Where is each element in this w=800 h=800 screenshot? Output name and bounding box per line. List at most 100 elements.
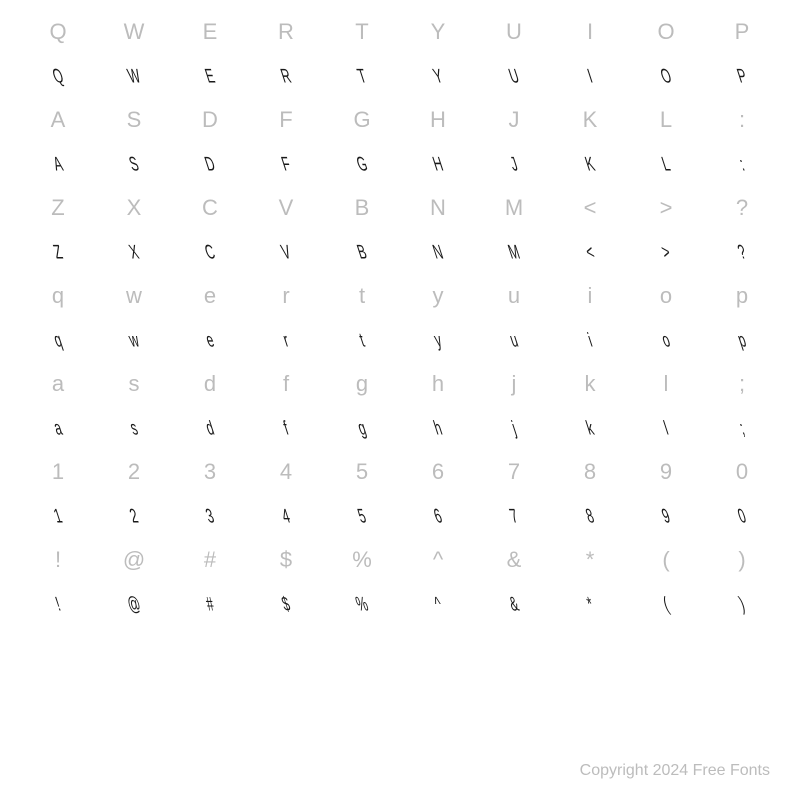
sample-row: qwertyuiop — [20, 318, 780, 362]
sample-char: P — [718, 66, 766, 86]
reference-char: i — [552, 285, 628, 307]
sample-char: t — [338, 330, 386, 350]
sample-char: g — [338, 418, 386, 438]
reference-char: H — [400, 109, 476, 131]
sample-row: !@#$%^&*() — [20, 582, 780, 626]
reference-char: B — [324, 197, 400, 219]
sample-row: 1234567890 — [20, 494, 780, 538]
reference-char: > — [628, 197, 704, 219]
reference-char: 7 — [476, 461, 552, 483]
sample-row: QWERTYUIOP — [20, 54, 780, 98]
sample-char: F — [262, 154, 310, 174]
reference-char: I — [552, 21, 628, 43]
reference-char: 3 — [172, 461, 248, 483]
copyright-footer: Copyright 2024 Free Fonts — [580, 762, 770, 780]
sample-char: 6 — [414, 506, 462, 526]
reference-char: A — [20, 109, 96, 131]
reference-row: QWERTYUIOP — [20, 10, 780, 54]
reference-char: V — [248, 197, 324, 219]
sample-char: a — [34, 418, 82, 438]
reference-char: ) — [704, 549, 780, 571]
reference-char: 4 — [248, 461, 324, 483]
sample-char: @ — [110, 594, 158, 614]
sample-char: A — [34, 154, 82, 174]
sample-char: ) — [718, 594, 766, 614]
sample-char: T — [338, 66, 386, 86]
reference-char: % — [324, 549, 400, 571]
reference-char: h — [400, 373, 476, 395]
sample-char: H — [414, 154, 462, 174]
sample-char: Q — [34, 66, 82, 86]
sample-char: e — [186, 330, 234, 350]
reference-char: N — [400, 197, 476, 219]
reference-char: J — [476, 109, 552, 131]
sample-char: i — [566, 330, 614, 350]
reference-char: 8 — [552, 461, 628, 483]
sample-char: # — [186, 594, 234, 614]
sample-char: 4 — [262, 506, 310, 526]
reference-char: @ — [96, 549, 172, 571]
reference-char: P — [704, 21, 780, 43]
reference-char: ? — [704, 197, 780, 219]
reference-char: d — [172, 373, 248, 395]
reference-char: ; — [704, 373, 780, 395]
sample-char: I — [566, 66, 614, 86]
sample-char: E — [186, 66, 234, 86]
sample-char: * — [566, 594, 614, 614]
sample-char: ; — [718, 418, 766, 438]
sample-char: ^ — [414, 594, 462, 614]
sample-char: j — [490, 418, 538, 438]
sample-char: R — [262, 66, 310, 86]
reference-char: F — [248, 109, 324, 131]
sample-char: k — [566, 418, 614, 438]
sample-char: ! — [34, 594, 82, 614]
sample-char: d — [186, 418, 234, 438]
reference-row: !@#$%^&*() — [20, 538, 780, 582]
reference-char: 5 — [324, 461, 400, 483]
reference-char: K — [552, 109, 628, 131]
sample-char: G — [338, 154, 386, 174]
reference-char: f — [248, 373, 324, 395]
sample-char: < — [566, 242, 614, 262]
reference-char: # — [172, 549, 248, 571]
sample-char: o — [642, 330, 690, 350]
sample-char: X — [110, 242, 158, 262]
reference-char: g — [324, 373, 400, 395]
reference-row: ASDFGHJKL: — [20, 98, 780, 142]
reference-char: * — [552, 549, 628, 571]
sample-char: ? — [718, 242, 766, 262]
sample-char: O — [642, 66, 690, 86]
reference-char: t — [324, 285, 400, 307]
reference-char: 1 — [20, 461, 96, 483]
sample-char: & — [490, 594, 538, 614]
reference-char: w — [96, 285, 172, 307]
sample-char: p — [718, 330, 766, 350]
sample-char: f — [262, 418, 310, 438]
reference-char: u — [476, 285, 552, 307]
reference-char: G — [324, 109, 400, 131]
sample-char: $ — [262, 594, 310, 614]
sample-char: : — [718, 154, 766, 174]
sample-char: s — [110, 418, 158, 438]
sample-char: 3 — [186, 506, 234, 526]
reference-char: ! — [20, 549, 96, 571]
sample-char: D — [186, 154, 234, 174]
sample-char: 8 — [566, 506, 614, 526]
reference-char: < — [552, 197, 628, 219]
sample-char: h — [414, 418, 462, 438]
reference-char: 9 — [628, 461, 704, 483]
reference-char: M — [476, 197, 552, 219]
reference-char: W — [96, 21, 172, 43]
reference-char: E — [172, 21, 248, 43]
reference-char: s — [96, 373, 172, 395]
sample-char: r — [262, 330, 310, 350]
reference-char: o — [628, 285, 704, 307]
reference-char: & — [476, 549, 552, 571]
sample-char: Z — [34, 242, 82, 262]
sample-char: 1 — [34, 506, 82, 526]
reference-char: C — [172, 197, 248, 219]
sample-char: u — [490, 330, 538, 350]
reference-char: ( — [628, 549, 704, 571]
reference-row: ZXCVBNM<>? — [20, 186, 780, 230]
reference-char: ^ — [400, 549, 476, 571]
